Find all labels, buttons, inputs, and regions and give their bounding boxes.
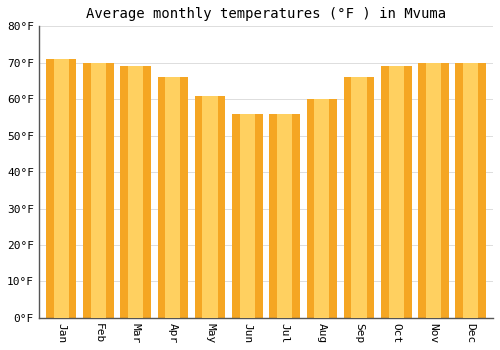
- Bar: [456, 63, 486, 318]
- Bar: [202, 96, 218, 318]
- Bar: [388, 66, 404, 318]
- Bar: [54, 59, 69, 318]
- Bar: [165, 77, 180, 318]
- Bar: [240, 114, 255, 318]
- Bar: [90, 63, 106, 318]
- Bar: [46, 59, 76, 318]
- Bar: [158, 77, 188, 318]
- Bar: [277, 114, 292, 318]
- Bar: [314, 99, 330, 318]
- Bar: [352, 77, 366, 318]
- Title: Average monthly temperatures (°F ) in Mvuma: Average monthly temperatures (°F ) in Mv…: [86, 7, 446, 21]
- Bar: [344, 77, 374, 318]
- Bar: [418, 63, 448, 318]
- Bar: [120, 66, 151, 318]
- Bar: [128, 66, 143, 318]
- Bar: [232, 114, 262, 318]
- Bar: [195, 96, 226, 318]
- Bar: [381, 66, 412, 318]
- Bar: [270, 114, 300, 318]
- Bar: [306, 99, 337, 318]
- Bar: [463, 63, 478, 318]
- Bar: [426, 63, 441, 318]
- Bar: [83, 63, 114, 318]
